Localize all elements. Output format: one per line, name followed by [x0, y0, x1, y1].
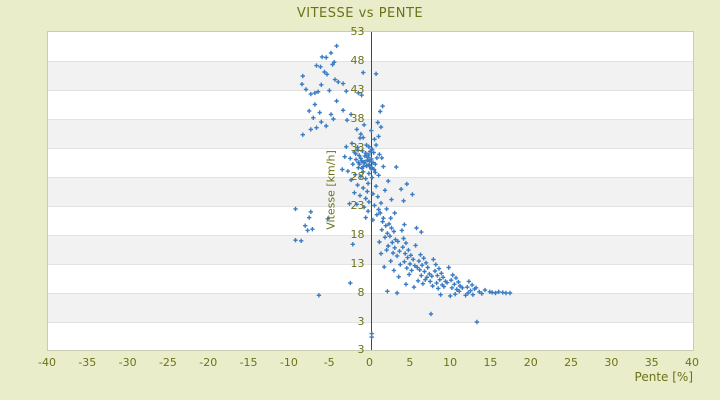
x-tick-label: -35: [78, 356, 97, 369]
x-tick-label: -40: [38, 356, 56, 369]
x-tick-label: 5: [406, 356, 414, 369]
x-tick-label: 35: [644, 356, 659, 369]
gridline: [48, 293, 693, 294]
gridline: [48, 61, 693, 62]
y-axis-zero-line: [371, 32, 372, 350]
plot-band: [48, 119, 693, 148]
y-axis-title: Vitesse [km/h]: [324, 150, 338, 230]
x-tick-label: 40: [685, 356, 699, 369]
x-tick-label: 10: [443, 356, 458, 369]
y-tick-label: 53: [350, 25, 365, 38]
y-tick-label: 48: [350, 54, 365, 67]
y-tick-label: 33: [350, 141, 365, 154]
gridline: [48, 322, 693, 323]
gridline: [48, 90, 693, 91]
x-tick-label: -5: [323, 356, 335, 369]
y-tick-label: 43: [350, 83, 365, 96]
y-tick-label: 3: [357, 315, 365, 328]
y-tick-label: 23: [350, 199, 365, 212]
gridline: [48, 235, 693, 236]
x-tick-label: 20: [523, 356, 538, 369]
plot-band: [48, 235, 693, 264]
plot-band: [48, 293, 693, 322]
gridline: [48, 206, 693, 207]
x-tick-label: -25: [158, 356, 177, 369]
plot-band: [48, 177, 693, 206]
scatter-markers-layer: [293, 43, 513, 340]
x-tick-label: 25: [564, 356, 579, 369]
gridline: [48, 264, 693, 265]
y-tick-label: 18: [350, 228, 365, 241]
y-tick-label: 28: [350, 170, 365, 183]
x-tick-label: -20: [199, 356, 218, 369]
x-tick-label: -10: [279, 356, 298, 369]
x-tick-label: -30: [118, 356, 137, 369]
gridline: [48, 119, 693, 120]
plot-area: [47, 31, 694, 351]
y-tick-label: 3: [357, 343, 365, 356]
x-tick-label: 15: [483, 356, 498, 369]
x-tick-label: 30: [604, 356, 619, 369]
y-tick-label: 8: [357, 286, 365, 299]
x-tick-label: 0: [366, 356, 373, 369]
y-tick-label: 38: [350, 112, 365, 125]
x-tick-label: -15: [239, 356, 258, 369]
chart-title: VITESSE vs PENTE: [296, 6, 424, 21]
data-point-marker: [293, 43, 513, 340]
y-tick-label: 13: [350, 257, 365, 270]
x-axis-title: Pente [%]: [634, 370, 693, 384]
plot-band: [48, 61, 693, 90]
